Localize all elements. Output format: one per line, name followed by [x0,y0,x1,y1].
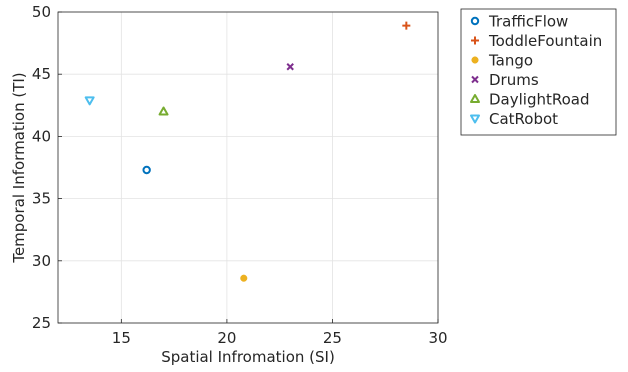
data-point [158,106,169,116]
data-point [84,96,95,106]
y-tick-label: 40 [32,127,51,145]
plot-area-frame [57,11,439,324]
x-tick-label: 25 [323,329,342,347]
y-tick-label: 50 [32,3,51,21]
legend-marker [471,75,479,84]
legend-label: DaylightRoad [489,91,590,109]
axis-ticks: 15 20 25 30 25 30 35 40 45 50 [32,3,448,347]
y-tick-label: 35 [32,190,51,208]
y-tick-label: 45 [32,65,51,83]
data-point [240,274,248,282]
y-axis-label: Temporal Information (TI) [10,72,28,263]
x-tick-label: 20 [217,329,236,347]
y-tick-label: 25 [32,314,51,332]
legend-label: Tango [488,52,533,70]
legend-box [460,8,617,136]
x-tick-label: 30 [428,329,447,347]
legend-label: ToddleFountain [488,32,602,50]
x-axis-label: Spatial Infromation (SI) [161,348,335,366]
data-point [286,63,294,71]
data-points [84,21,411,282]
legend-label: TrafficFlow [488,13,568,31]
legend-marker [471,56,479,64]
legend-label: Drums [489,71,539,89]
legend-marker [470,94,480,103]
data-point [142,165,151,175]
y-tick-label: 30 [32,252,51,270]
legend-marker [470,114,480,124]
data-point [402,21,411,30]
legend-label: CatRobot [489,110,558,128]
legend-marker [470,16,480,26]
x-tick-label: 15 [112,329,131,347]
legend-marker [471,36,479,45]
